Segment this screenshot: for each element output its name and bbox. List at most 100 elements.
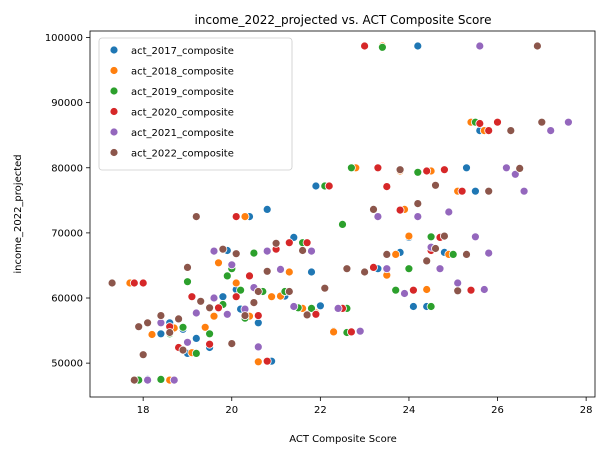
data-point-act_2021_composite-30 <box>501 163 511 173</box>
data-point-act_2020_composite-22 <box>382 182 392 192</box>
data-point-act_2020_composite-32 <box>484 126 494 136</box>
data-point-act_2020_composite-16 <box>324 181 334 191</box>
plot-area-frame <box>89 30 596 398</box>
data-point-act_2021_composite-3 <box>183 337 192 347</box>
data-point-act_2020_composite-31 <box>475 119 485 128</box>
data-point-act_2022_composite-40 <box>533 41 542 51</box>
data-point-act_2022_composite-13 <box>218 244 228 254</box>
data-point-act_2022_composite-38 <box>506 126 516 136</box>
data-point-act_2021_composite-18 <box>373 212 383 222</box>
data-point-act_2018_composite-11 <box>253 357 263 367</box>
data-point-act_2017_composite-34 <box>462 163 471 173</box>
y-tick-label-4: 90000 <box>51 98 83 109</box>
data-point-act_2022_composite-35 <box>453 286 463 296</box>
data-point-act_2020_composite-20 <box>369 262 378 272</box>
data-point-act_2018_composite-7 <box>214 258 223 268</box>
data-point-act_2022_composite-7 <box>174 314 184 324</box>
data-point-act_2020_composite-4 <box>187 292 197 302</box>
y-axis: 50000 60000 70000 80000 90000 100000 <box>45 33 90 370</box>
data-point-act_2019_composite-12 <box>249 248 259 258</box>
data-point-act_2022_composite-39 <box>515 163 525 173</box>
x-axis: 18 20 22 24 26 28 <box>137 397 593 416</box>
data-point-act_2018_composite-8 <box>231 278 241 288</box>
data-point-act_2020_composite-33 <box>493 117 502 127</box>
data-point-act_2022_composite-9 <box>183 262 192 272</box>
data-point-act_2022_composite-5 <box>156 311 166 321</box>
legend-label-act_2019_composite: act_2019_composite <box>131 87 234 98</box>
data-point-act_2018_composite-17 <box>329 327 339 337</box>
data-point-act_2021_composite-0 <box>143 375 153 385</box>
data-point-act_2020_composite-25 <box>422 166 432 176</box>
data-point-act_2018_composite-14 <box>284 267 294 277</box>
data-point-act_2022_composite-12 <box>205 303 215 313</box>
data-point-act_2021_composite-33 <box>546 126 556 136</box>
data-point-act_2017_composite-36 <box>470 186 480 196</box>
data-point-act_2022_composite-11 <box>196 296 206 306</box>
data-point-act_2018_composite-25 <box>404 231 414 241</box>
y-tick-label-0: 50000 <box>51 359 83 370</box>
data-point-act_2020_composite-8 <box>231 212 241 222</box>
x-tick-label-1: 20 <box>225 405 238 416</box>
legend-marker-act_2021_composite <box>109 127 119 137</box>
data-point-act_2019_composite-17 <box>307 303 316 313</box>
data-point-act_2020_composite-13 <box>284 238 294 248</box>
data-point-act_2018_composite-27 <box>422 285 432 294</box>
legend-label-act_2022_composite: act_2022_composite <box>131 149 234 160</box>
data-point-act_2022_composite-28 <box>382 249 392 259</box>
data-point-act_2021_composite-24 <box>444 207 454 217</box>
data-point-act_2019_composite-23 <box>377 42 387 52</box>
x-tick-label-2: 22 <box>314 405 327 416</box>
data-point-act_2021_composite-4 <box>191 308 201 318</box>
data-point-act_2021_composite-26 <box>470 232 480 242</box>
data-point-act_2019_composite-22 <box>346 163 356 173</box>
data-point-act_2022_composite-33 <box>431 244 440 253</box>
data-point-act_2021_composite-34 <box>564 117 573 127</box>
data-point-act_2020_composite-9 <box>245 271 254 281</box>
y-axis-label: income_2022_projected <box>13 154 24 273</box>
data-point-act_2021_composite-21 <box>413 212 423 222</box>
legend-label-act_2017_composite: act_2017_composite <box>131 46 234 57</box>
data-point-act_2019_composite-24 <box>391 285 401 295</box>
data-point-act_2022_composite-17 <box>249 298 259 308</box>
data-point-act_2022_composite-14 <box>227 339 237 349</box>
data-point-act_2020_composite-18 <box>346 327 356 337</box>
data-point-act_2021_composite-11 <box>253 342 263 352</box>
data-point-act_2021_composite-27 <box>475 41 485 51</box>
x-axis-label: ACT Composite Score <box>289 434 397 445</box>
data-point-act_2018_composite-22 <box>391 249 401 259</box>
legend-box <box>98 37 293 171</box>
data-point-act_2019_composite-4 <box>183 277 192 287</box>
data-point-act_2021_composite-12 <box>262 246 272 256</box>
data-point-act_2020_composite-30 <box>466 285 476 295</box>
data-point-act_2019_composite-3 <box>178 322 188 332</box>
data-point-act_2022_composite-34 <box>439 231 449 241</box>
data-point-act_2020_composite-23 <box>395 205 405 215</box>
legend-marker-act_2019_composite <box>109 86 119 96</box>
data-point-act_2018_composite-6 <box>209 311 219 321</box>
data-point-act_2018_composite-9 <box>240 212 250 222</box>
y-tick-label-2: 70000 <box>51 228 83 239</box>
data-point-act_2019_composite-10 <box>236 285 246 295</box>
legend-marker-act_2018_composite <box>109 66 119 75</box>
data-point-act_2020_composite-29 <box>457 186 467 196</box>
data-point-act_2019_composite-19 <box>338 219 347 229</box>
data-point-act_2021_composite-29 <box>484 248 494 258</box>
data-point-act_2022_composite-2 <box>134 322 144 332</box>
data-point-act_2018_composite-5 <box>200 322 210 332</box>
y-tick-label-1: 60000 <box>51 294 83 305</box>
data-point-act_2022_composite-27 <box>369 204 378 214</box>
points-layer <box>107 41 573 385</box>
data-point-act_2022_composite-30 <box>413 199 423 209</box>
data-point-act_2021_composite-28 <box>479 285 489 294</box>
data-point-act_2020_composite-5 <box>205 339 215 349</box>
legend-marker-act_2022_composite <box>109 148 119 157</box>
data-point-act_2022_composite-21 <box>284 287 294 296</box>
data-point-act_2017_composite-8 <box>218 292 228 302</box>
data-point-act_2022_composite-8 <box>178 345 188 355</box>
data-point-act_2021_composite-8 <box>227 260 237 270</box>
chart-title: income_2022_projected vs. ACT Composite … <box>195 13 492 27</box>
data-point-act_2019_composite-26 <box>413 167 423 177</box>
data-point-act_2019_composite-1 <box>156 374 166 384</box>
data-point-act_2020_composite-0 <box>129 278 139 288</box>
data-point-act_2021_composite-32 <box>519 186 529 196</box>
